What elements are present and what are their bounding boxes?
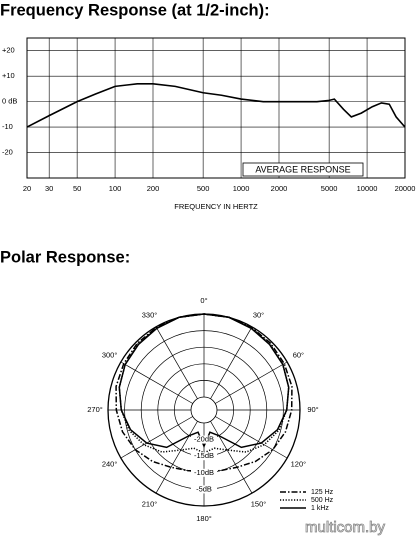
x-tick-label: 5000 <box>321 184 338 193</box>
x-tick-label: 50 <box>73 184 81 193</box>
grid-spoke <box>210 421 253 494</box>
x-tick-label: 200 <box>147 184 160 193</box>
theta-tick-label: 240° <box>102 459 118 468</box>
r-tick-label: -15dB <box>194 451 214 460</box>
x-tick-label: 2000 <box>271 184 288 193</box>
x-tick-label: 500 <box>197 184 210 193</box>
theta-tick-label: 180° <box>196 514 212 523</box>
legend-label: 125 Hz <box>311 489 334 496</box>
theta-tick-label: 0° <box>200 296 207 305</box>
x-tick-label: 100 <box>109 184 122 193</box>
grid-spoke <box>120 361 193 404</box>
theta-tick-label: 210° <box>142 499 158 508</box>
theta-tick-label: 60° <box>293 350 304 359</box>
x-tick-label: 30 <box>45 184 53 193</box>
r-tick-label-bg <box>191 468 217 477</box>
plot-frame <box>26 37 406 179</box>
grid-spoke <box>155 326 198 399</box>
polar-curve <box>118 313 290 449</box>
chart-title: Frequency Response (at 1/2-inch): <box>0 1 270 19</box>
x-tick-label: 20 <box>23 184 31 193</box>
theta-tick-label: 120° <box>291 459 307 468</box>
r-tick-label: -20dB <box>194 435 214 444</box>
grid-spoke <box>120 416 193 459</box>
legend-label: 1 kHz <box>311 505 329 512</box>
legend-label: 500 Hz <box>311 497 334 504</box>
y-tick-label: -20 <box>2 148 13 157</box>
grid-spoke <box>215 361 288 404</box>
r-tick-label-bg <box>191 435 217 444</box>
theta-tick-label: 150° <box>251 499 267 508</box>
annotation-box <box>242 162 364 177</box>
chart-title: Polar Response: <box>0 248 130 266</box>
grid-spoke <box>155 421 198 494</box>
r-tick-label-bg <box>191 452 217 461</box>
theta-tick-label: 30° <box>253 311 264 320</box>
x-tick-label: 10000 <box>357 184 378 193</box>
r-tick-label: -5dB <box>196 484 212 493</box>
r-tick-label-bg <box>191 485 217 494</box>
y-tick-label: +20 <box>2 46 15 55</box>
y-tick-label: +10 <box>2 71 15 80</box>
y-tick-label: -10 <box>2 122 13 131</box>
response-curve <box>26 83 406 128</box>
theta-tick-label: 90° <box>307 405 318 414</box>
theta-tick-label: 300° <box>102 350 118 359</box>
grid-spoke <box>210 326 253 399</box>
annotation: AVERAGE RESPONSE <box>255 164 350 174</box>
x-axis-label: FREQUENCY IN HERTZ <box>174 202 258 211</box>
grid-spoke <box>215 416 288 459</box>
watermark: multicom.by <box>305 519 386 536</box>
theta-tick-label: 270° <box>87 405 103 414</box>
theta-tick-label: 330° <box>142 311 158 320</box>
x-tick-label: 20000 <box>395 184 416 193</box>
r-tick-label: -10dB <box>194 468 214 477</box>
x-tick-label: 1000 <box>233 184 250 193</box>
y-tick-label: 0 dB <box>2 97 17 106</box>
polar-inner-ring <box>190 396 218 424</box>
